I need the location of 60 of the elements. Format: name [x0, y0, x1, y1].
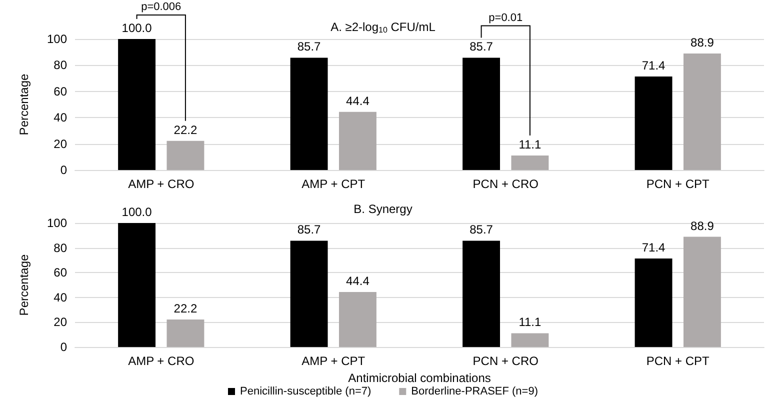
bar [166, 319, 204, 347]
bar [683, 236, 721, 347]
data-label: 88.9 [690, 36, 714, 50]
x-tick-label: AMP + CRO [128, 354, 194, 368]
text: p=0.01 [488, 12, 523, 24]
legend-label: Borderline-PRASEF (n=9) [411, 386, 538, 398]
bar [118, 223, 156, 347]
data-label: 11.1 [518, 315, 542, 330]
data-label: 100.0 [122, 21, 152, 35]
x-tick-label: PCN + CPT [646, 354, 710, 368]
y-tick-label: 20 [54, 315, 68, 330]
y-tick-label: 80 [54, 240, 68, 255]
x-tick-label: PCN + CRO [472, 177, 538, 191]
x-tick-label: PCN + CRO [472, 354, 538, 368]
data-label: 44.4 [346, 94, 370, 108]
bar [462, 58, 500, 170]
x-tick-label: AMP + CPT [302, 354, 366, 368]
x-tick-label: PCN + CPT [646, 177, 710, 191]
data-label: 71.4 [642, 58, 666, 72]
data-label: 71.4 [642, 240, 666, 254]
bar [511, 155, 549, 170]
bar [338, 112, 376, 170]
y-tick-label: 60 [54, 84, 68, 98]
x-tick-label: AMP + CPT [302, 177, 366, 191]
bar [511, 333, 549, 347]
data-label: 22.2 [174, 122, 198, 137]
x-axis-title: Antimicrobial combinations [348, 370, 491, 385]
data-label: 85.7 [297, 222, 322, 237]
bar [166, 140, 204, 170]
data-label: 85.7 [297, 40, 322, 54]
bar [338, 292, 376, 347]
data-label: 22.2 [174, 301, 198, 316]
y-tick-label: 100 [46, 32, 68, 46]
x-tick-label: AMP + CRO [128, 177, 194, 191]
bar [118, 39, 156, 170]
y-tick-label: 100 [46, 216, 68, 230]
bar [462, 240, 500, 347]
data-label: 88.9 [690, 218, 714, 233]
bar [634, 258, 672, 347]
legend-label: Penicillin-susceptible (n=7) [240, 386, 372, 398]
text: p=0.006 [141, 1, 182, 13]
data-label: 100.0 [122, 205, 152, 219]
y-tick-label: 80 [54, 58, 68, 72]
y-tick-label: 0 [60, 340, 68, 354]
y-axis-title: Percentage [17, 254, 31, 316]
data-label: 44.4 [346, 274, 370, 288]
y-axis-title: Percentage [17, 73, 31, 136]
data-label: 85.7 [470, 222, 494, 237]
data-label: 11.1 [518, 137, 542, 152]
chart-title: B. Synergy [354, 202, 412, 216]
y-tick-label: 20 [54, 136, 68, 151]
y-tick-label: 0 [60, 163, 68, 177]
y-tick-label: 40 [54, 290, 68, 304]
y-tick-label: 40 [54, 110, 68, 125]
y-tick-label: 60 [54, 266, 68, 280]
data-label: 85.7 [470, 40, 494, 54]
bar [290, 240, 328, 347]
bar [290, 58, 328, 170]
bar [634, 76, 672, 170]
bar [683, 54, 721, 170]
